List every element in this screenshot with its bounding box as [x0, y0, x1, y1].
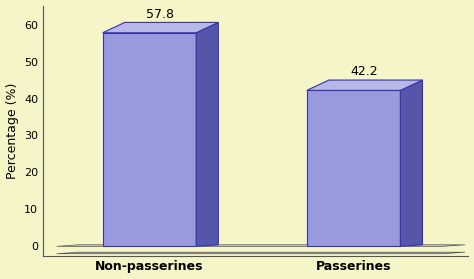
Y-axis label: Percentage (%): Percentage (%)	[6, 83, 18, 179]
Polygon shape	[103, 22, 219, 33]
Polygon shape	[103, 33, 196, 246]
Polygon shape	[57, 245, 465, 246]
Polygon shape	[57, 252, 465, 254]
Text: 42.2: 42.2	[351, 65, 378, 78]
Polygon shape	[401, 80, 422, 246]
Polygon shape	[196, 22, 219, 246]
Text: 57.8: 57.8	[146, 8, 174, 21]
Polygon shape	[307, 90, 401, 246]
Polygon shape	[307, 80, 422, 90]
